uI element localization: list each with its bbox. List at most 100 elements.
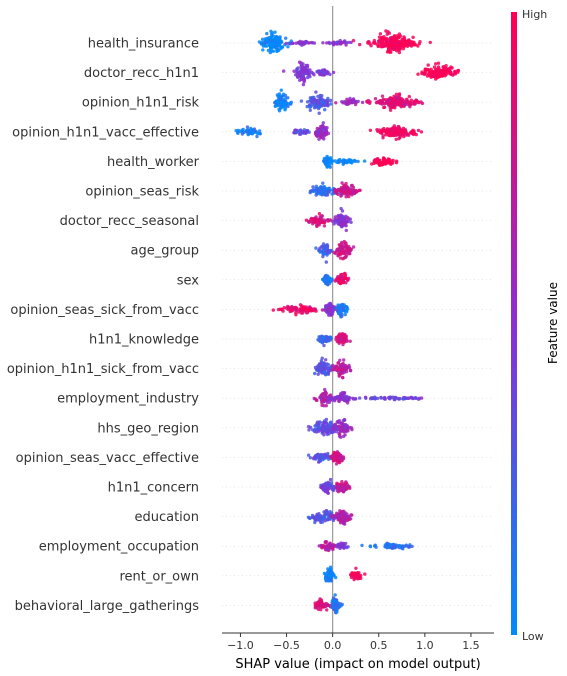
shap-point (426, 68, 430, 72)
shap-point (315, 423, 319, 428)
shap-point (329, 579, 334, 583)
feature-swarm (322, 154, 399, 169)
shap-point (332, 41, 337, 45)
shap-point (273, 30, 277, 34)
shap-point (341, 332, 345, 336)
shap-point (319, 71, 323, 76)
shap-point (269, 39, 273, 43)
shap-point (342, 370, 346, 374)
shap-point (349, 247, 354, 252)
shap-point (396, 397, 401, 401)
x-axis-ticks: −1.0 −0.5 0.0 0.5 1.0 1.5 (227, 633, 480, 652)
shap-point (312, 428, 317, 433)
shap-point (313, 365, 318, 370)
shap-point (360, 100, 365, 105)
shap-point (305, 104, 309, 109)
shap-point (322, 544, 326, 548)
feature-label: h1n1_knowledge (89, 333, 199, 348)
shap-point (335, 516, 340, 520)
shap-point (337, 544, 341, 548)
shap-point (255, 131, 260, 136)
shap-point (356, 574, 360, 578)
shap-point (273, 104, 277, 108)
shap-point (315, 453, 320, 457)
shap-point (434, 62, 438, 66)
shap-point (327, 427, 331, 431)
shap-point (332, 514, 336, 518)
shap-point (321, 391, 325, 396)
shap-point (328, 477, 333, 482)
shap-point (379, 396, 383, 400)
shap-point (299, 62, 303, 67)
feature-label: rent_or_own (119, 569, 199, 584)
shap-point (317, 190, 321, 194)
shap-point (349, 40, 353, 45)
shap-point (444, 70, 449, 74)
shap-point (377, 35, 382, 39)
shap-point (404, 543, 408, 547)
shap-point (386, 46, 391, 50)
shap-point (432, 65, 437, 69)
shap-point (416, 128, 421, 133)
shap-point (399, 41, 404, 45)
shap-point (326, 96, 330, 101)
shap-point (316, 372, 320, 376)
shap-point (388, 40, 393, 44)
shap-point (332, 222, 336, 226)
shap-point (339, 193, 344, 197)
shap-point (257, 129, 262, 133)
shap-point (368, 128, 373, 132)
shap-point (294, 306, 298, 310)
shap-point (347, 517, 352, 521)
shap-point (259, 42, 264, 46)
feature-label: employment_occupation (39, 540, 199, 555)
shap-point (340, 602, 344, 607)
shap-point (390, 128, 395, 132)
shap-point (321, 123, 325, 128)
shap-point (328, 483, 333, 487)
shap-point (367, 40, 371, 44)
shap-point (327, 308, 331, 313)
shap-point (258, 132, 262, 136)
shap-point (341, 337, 345, 341)
shap-point (391, 46, 396, 50)
shap-point (328, 72, 332, 77)
x-tick-label: 0.5 (370, 639, 388, 652)
shap-point (324, 456, 328, 460)
shap-point (331, 70, 336, 75)
shap-point (309, 104, 313, 109)
shap-point (318, 250, 322, 254)
shap-point (393, 133, 397, 138)
shap-point (305, 63, 310, 68)
feature-swarm (313, 593, 344, 615)
shap-point (351, 191, 356, 195)
shap-point (356, 99, 360, 104)
shap-point (385, 36, 389, 41)
shap-point (360, 543, 364, 548)
shap-point (273, 37, 277, 41)
shap-point (320, 485, 324, 490)
shap-point (328, 573, 333, 577)
shap-point (317, 105, 321, 109)
shap-point (323, 99, 328, 103)
shap-point (333, 399, 337, 403)
shap-point (332, 367, 336, 371)
shap-point (387, 99, 391, 103)
shap-point (266, 48, 271, 53)
shap-point (324, 260, 328, 264)
shap-point (322, 433, 326, 437)
shap-point (382, 102, 387, 106)
shap-point (305, 310, 310, 315)
shap-point (406, 103, 411, 107)
shap-point (365, 99, 369, 104)
shap-point (395, 34, 400, 38)
shap-point (389, 103, 393, 108)
shap-point (449, 70, 453, 74)
shap-point (319, 607, 323, 612)
shap-point (344, 481, 348, 485)
shap-point (298, 78, 302, 83)
shap-point (299, 69, 303, 74)
shap-point (348, 189, 353, 194)
shap-point (387, 133, 391, 137)
shap-point (327, 547, 331, 552)
